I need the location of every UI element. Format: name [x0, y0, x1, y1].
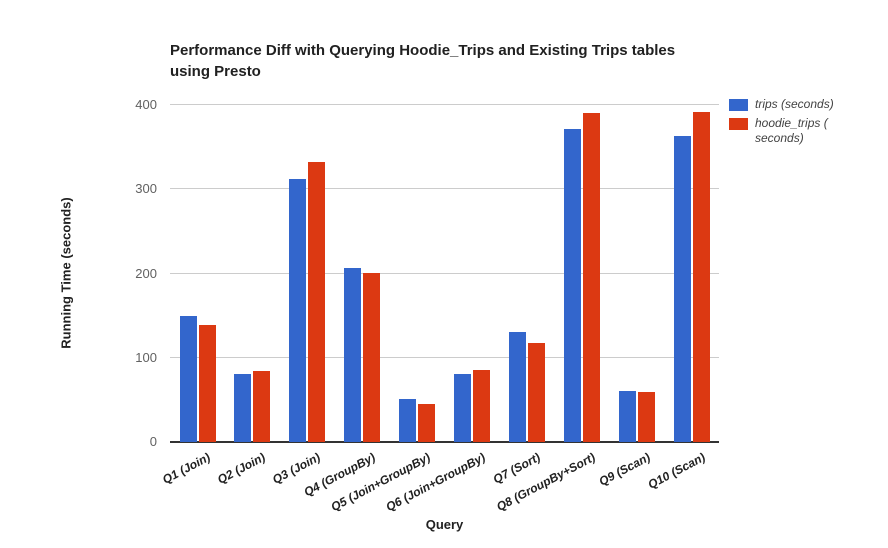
x-category-label: Q8 (GroupBy+Sort)	[493, 450, 598, 514]
plot-area	[170, 104, 719, 443]
bar	[454, 373, 471, 442]
bar	[618, 390, 636, 442]
bar	[637, 392, 655, 442]
bar	[582, 113, 600, 442]
x-category-label: Q10 (Scan)	[645, 450, 708, 492]
bar	[363, 272, 381, 442]
x-category-label: Q2 (Join)	[215, 450, 268, 487]
gridline	[170, 272, 719, 274]
x-axis-baseline	[170, 441, 719, 443]
y-tick-label: 200	[135, 265, 157, 281]
bar	[179, 315, 197, 442]
y-tick-label: 400	[135, 97, 157, 112]
x-category-label: Q1 (Join)	[160, 450, 214, 487]
y-tick-label: 0	[149, 434, 157, 449]
x-axis-title: Query	[425, 517, 464, 532]
gridline	[170, 188, 719, 190]
bar	[473, 370, 490, 442]
legend-item: trips (seconds)	[729, 97, 879, 112]
bar	[198, 324, 216, 442]
bar	[508, 332, 526, 442]
gridline	[170, 104, 719, 105]
bar	[563, 129, 581, 442]
bar	[253, 371, 271, 442]
legend: trips (seconds) hoodie_trips (seconds)	[729, 97, 879, 150]
x-category-label: Q9 (Scan)	[596, 450, 653, 489]
y-tick-label: 100	[135, 349, 157, 365]
legend-item: hoodie_trips (seconds)	[729, 116, 879, 146]
bar	[234, 373, 252, 442]
gridline	[170, 356, 719, 358]
legend-swatch	[729, 99, 748, 111]
chart-title: Performance Diff with Querying Hoodie_Tr…	[170, 40, 750, 82]
legend-label: hoodie_trips (seconds)	[755, 116, 828, 146]
bar	[692, 111, 710, 442]
legend-swatch	[729, 118, 748, 130]
bar	[527, 343, 545, 442]
legend-label-line: hoodie_trips (	[755, 116, 828, 130]
chart-title-line1: Performance Diff with Querying Hoodie_Tr…	[170, 42, 676, 59]
bar	[344, 267, 362, 442]
chart-title-line2: using Presto	[170, 63, 261, 80]
legend-label-line: trips (seconds)	[755, 97, 834, 111]
bar	[399, 399, 417, 442]
x-category-label: Q6 (Join+GroupBy)	[383, 450, 488, 515]
bar	[308, 162, 326, 442]
y-axis-title: Running Time (seconds)	[58, 197, 74, 349]
x-category-label: Q5 (Join+GroupBy)	[328, 450, 433, 515]
legend-label: trips (seconds)	[755, 97, 834, 112]
y-tick-label: 300	[135, 181, 157, 197]
bar	[673, 136, 691, 442]
bar	[418, 404, 436, 442]
bar	[289, 179, 307, 442]
legend-label-line: seconds)	[755, 131, 804, 145]
